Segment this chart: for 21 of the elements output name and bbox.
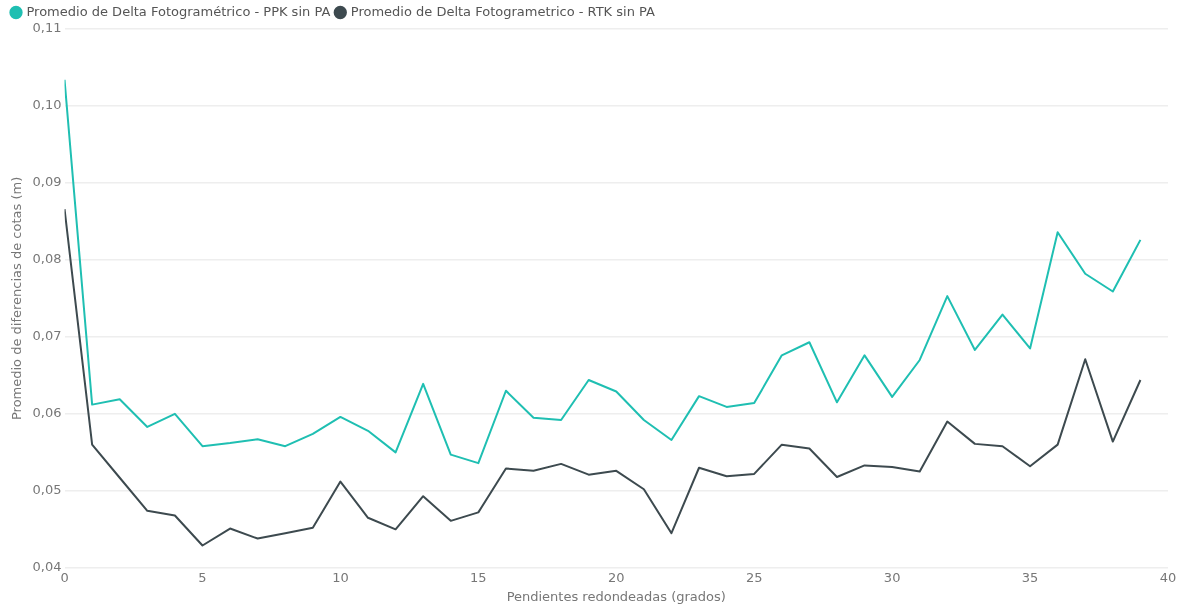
y-tick-label: 0,07 xyxy=(32,328,62,344)
y-tick-label: 0,04 xyxy=(32,559,62,575)
y-axis-title: Promedio de diferencias de cotas (m) xyxy=(9,176,25,421)
x-tick-label: 5 xyxy=(198,569,207,585)
x-tick-label: 20 xyxy=(608,569,625,585)
x-tick-label: 30 xyxy=(883,569,901,585)
y-tick-label: 0,06 xyxy=(32,405,62,421)
x-tick-label: 0 xyxy=(60,569,69,585)
y-tick-label: 0,05 xyxy=(32,482,62,498)
y-tick-label: 0,08 xyxy=(32,251,62,267)
x-tick-label: 40 xyxy=(1159,569,1177,585)
y-tick-label: 0,11 xyxy=(32,20,62,36)
y-tick-label: 0,09 xyxy=(32,174,62,190)
y-tick-label: 0,10 xyxy=(32,97,62,113)
x-tick-label: 25 xyxy=(745,569,763,585)
legend-label: Promedio de Delta Fotogrametrico - RTK sin PA xyxy=(350,3,656,19)
x-tick-label: 10 xyxy=(332,569,349,585)
x-tick-label: 15 xyxy=(470,569,487,585)
x-tick-label: 35 xyxy=(1021,569,1039,585)
x-axis-title: Pendientes redondeadas (grados) xyxy=(506,588,726,604)
legend-label: Promedio de Delta Fotogramétrico - PPK sin PA xyxy=(26,3,331,19)
